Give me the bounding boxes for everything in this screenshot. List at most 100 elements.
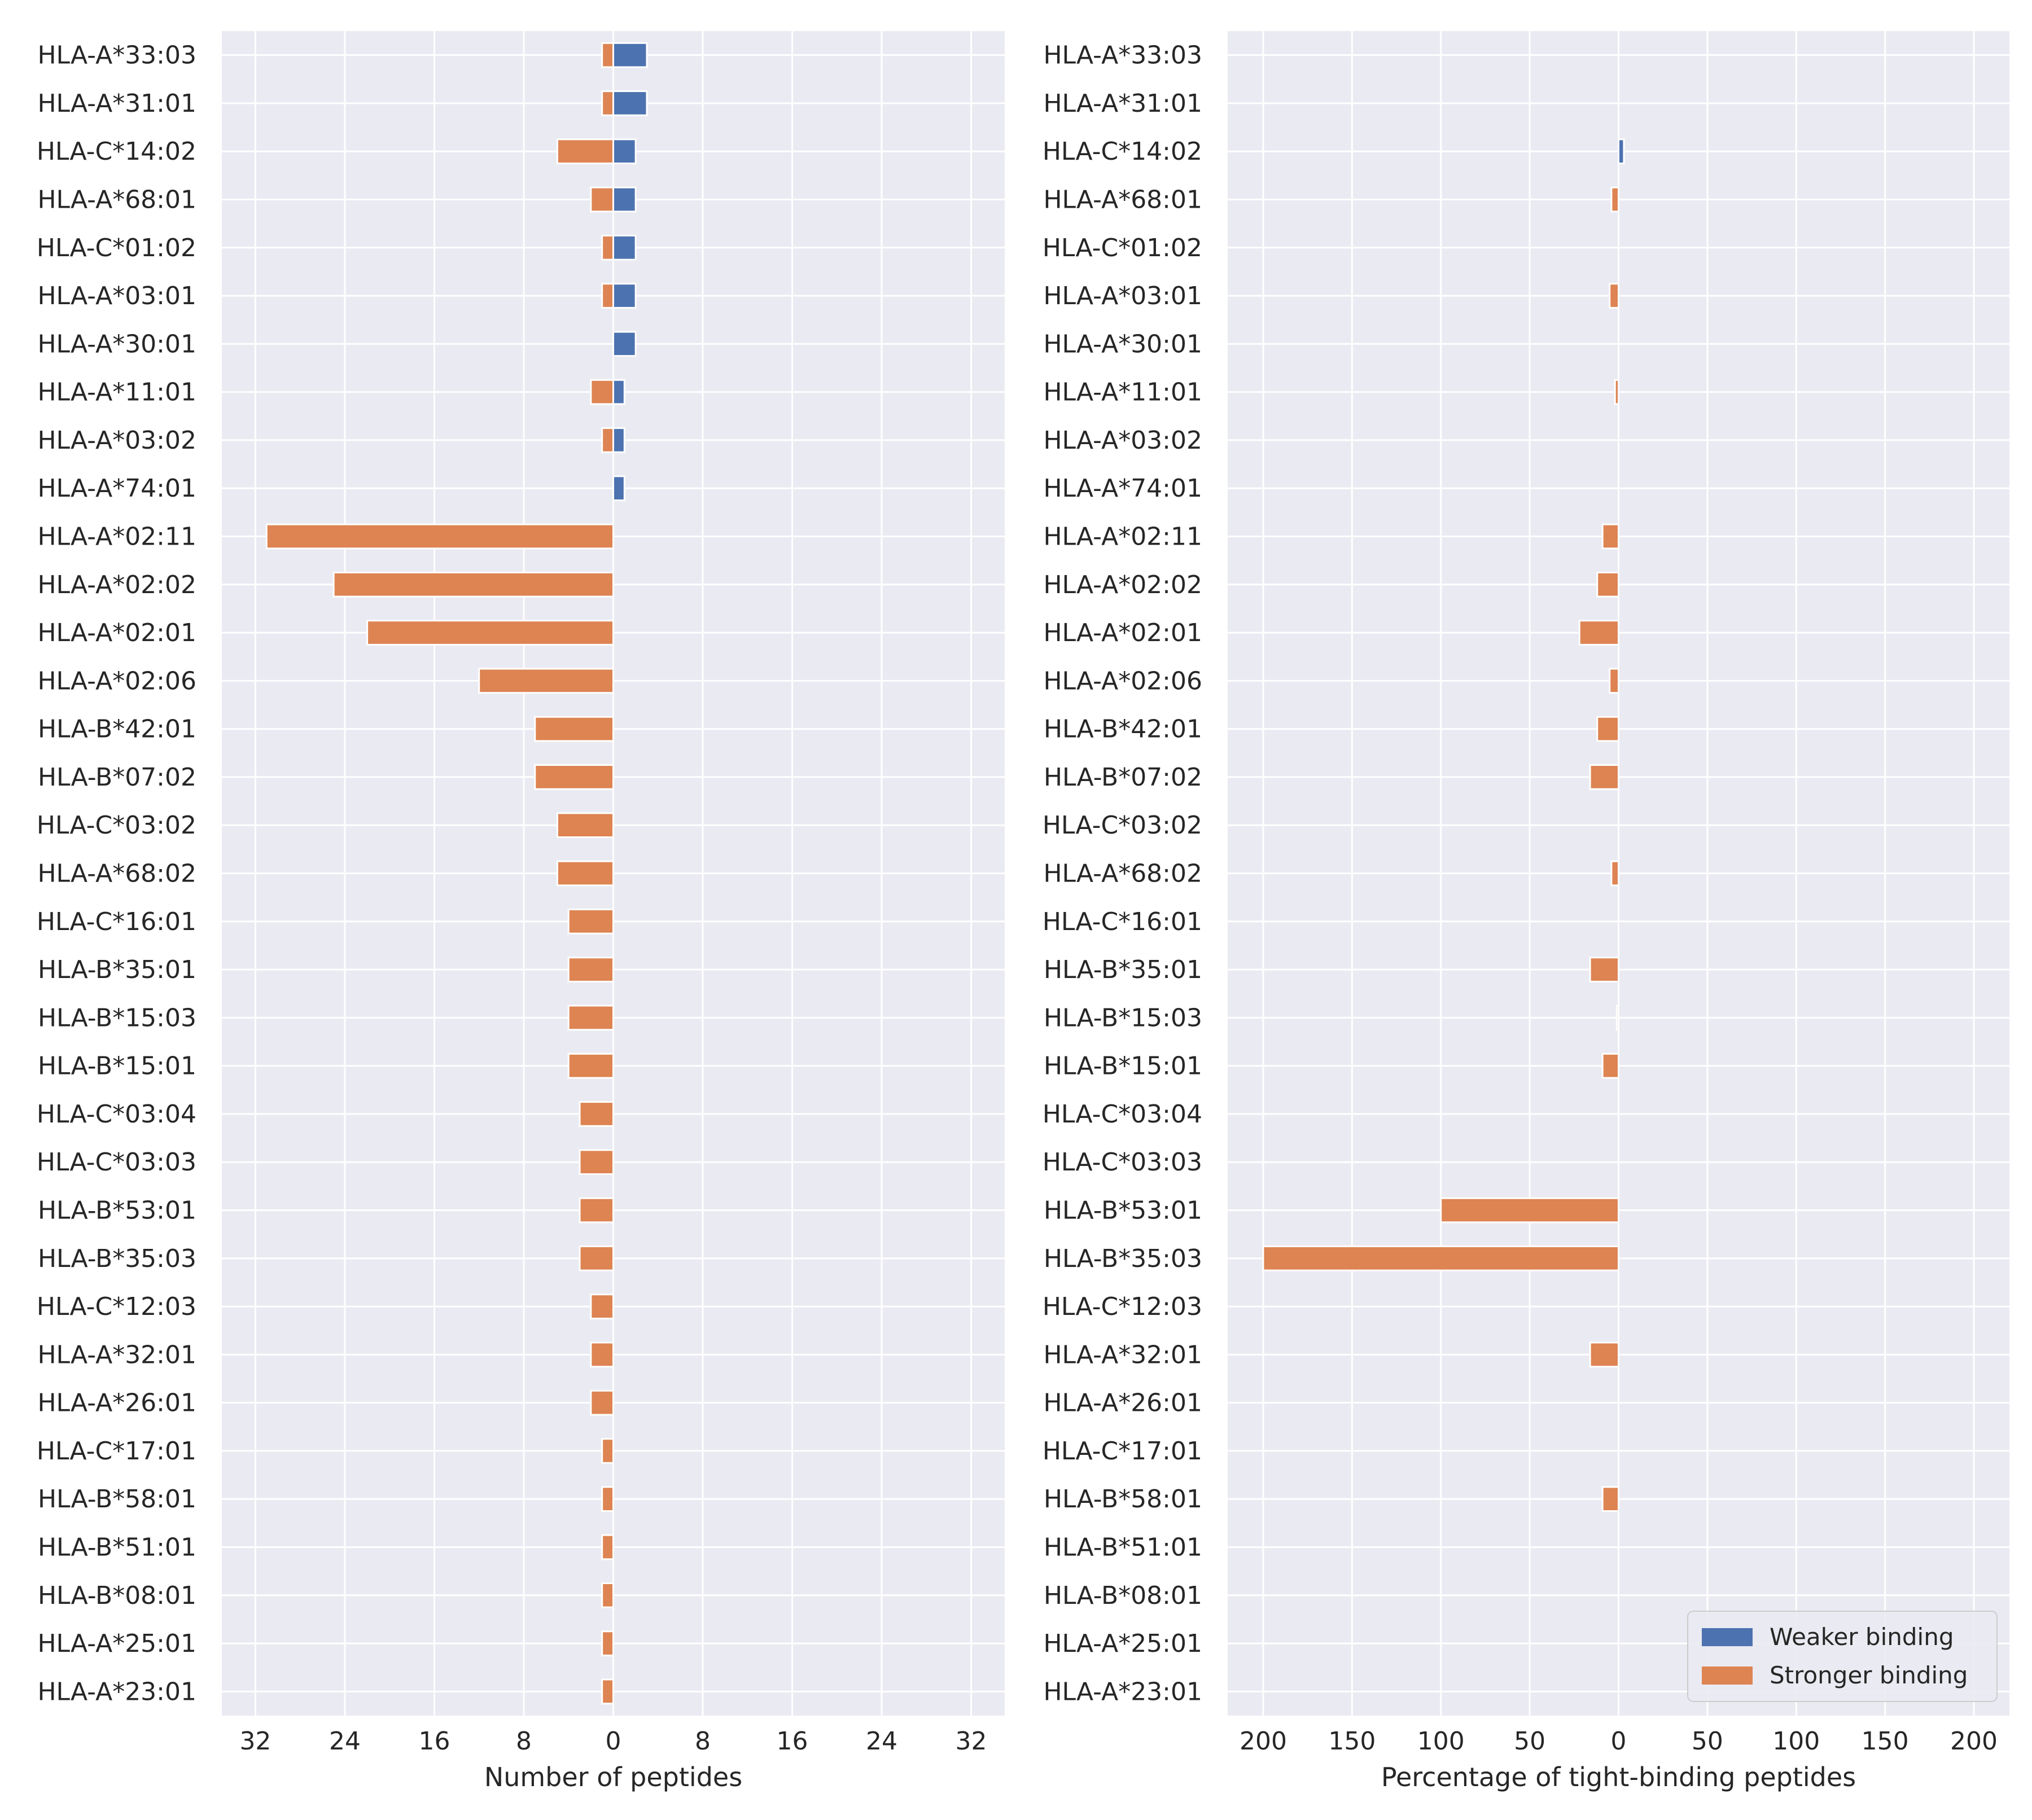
- x-tick-label: 150: [1328, 1727, 1376, 1756]
- category-label: HLA-B*07:02: [38, 763, 196, 792]
- category-label: HLA-C*03:02: [37, 811, 196, 840]
- bar-stronger-binding: [601, 234, 614, 261]
- bar-stronger-binding: [601, 427, 614, 453]
- category-label: HLA-A*31:01: [37, 89, 196, 118]
- bar-stronger-binding: [590, 1293, 615, 1319]
- bar-stronger-binding: [1615, 1005, 1620, 1031]
- category-label: HLA-A*68:01: [37, 186, 196, 214]
- bar-stronger-binding: [601, 283, 614, 309]
- category-label: HLA-A*33:03: [1043, 41, 1202, 70]
- bar-stronger-binding: [601, 1534, 614, 1560]
- category-label: HLA-A*02:06: [37, 666, 196, 695]
- panel-2: 200 150 100 50 0 50 100 150 200 HLA-A*33:03 HLA-A*…: [1043, 31, 2009, 1792]
- bar-stronger-binding: [601, 90, 614, 116]
- bar-weaker-binding: [612, 186, 637, 213]
- bar-stronger-binding: [1609, 283, 1620, 309]
- x-tick-label: 24: [329, 1727, 361, 1756]
- category-label: HLA-A*02:02: [1043, 571, 1202, 599]
- bar-stronger-binding: [590, 1389, 615, 1416]
- category-label: HLA-C*14:02: [37, 137, 196, 166]
- x-tick-label: 200: [1950, 1727, 1998, 1756]
- bar-stronger-binding: [1596, 716, 1620, 742]
- category-label: HLA-A*03:02: [1043, 426, 1202, 455]
- bar-weaker-binding: [612, 283, 637, 309]
- bar-stronger-binding: [567, 908, 614, 935]
- legend-frame: [1687, 1611, 1998, 1702]
- x-tick-label: 8: [516, 1727, 532, 1756]
- bar-stronger-binding: [1601, 523, 1619, 550]
- category-label: HLA-A*32:01: [1043, 1340, 1202, 1369]
- bar-weaker-binding: [612, 379, 625, 405]
- bar-stronger-binding: [601, 1630, 614, 1656]
- bar-stronger-binding: [579, 1149, 614, 1176]
- category-label: HLA-B*15:03: [1044, 1003, 1202, 1032]
- category-label: HLA-B*42:01: [1044, 715, 1202, 744]
- category-label: HLA-B*53:01: [38, 1196, 196, 1225]
- category-label: HLA-C*03:04: [1043, 1100, 1202, 1129]
- category-label: HLA-C*03:02: [1043, 811, 1202, 840]
- bar-stronger-binding: [601, 1438, 614, 1464]
- x-tick-label: 0: [606, 1727, 621, 1756]
- bar-stronger-binding: [579, 1197, 614, 1223]
- legend-label: Weaker binding: [1770, 1623, 1954, 1651]
- bar-stronger-binding: [1578, 620, 1619, 646]
- bar-stronger-binding: [567, 1005, 614, 1031]
- category-label: HLA-C*17:01: [1043, 1437, 1202, 1466]
- bar-stronger-binding: [366, 620, 614, 646]
- category-label: HLA-B*53:01: [1044, 1196, 1202, 1225]
- bar-stronger-binding: [1610, 186, 1620, 213]
- category-label: HLA-C*03:04: [37, 1100, 196, 1129]
- x-tick-label: 16: [777, 1727, 808, 1756]
- category-label: HLA-B*51:01: [1044, 1533, 1202, 1562]
- category-label: HLA-B*51:01: [38, 1533, 196, 1562]
- bar-stronger-binding: [1614, 379, 1620, 405]
- bar-stronger-binding: [534, 716, 614, 742]
- bar-stronger-binding: [332, 571, 615, 598]
- bar-weaker-binding: [612, 138, 637, 165]
- bar-stronger-binding: [567, 957, 614, 983]
- bar-stronger-binding: [556, 138, 615, 165]
- category-label: HLA-C*01:02: [1043, 234, 1202, 262]
- category-label: HLA-B*35:01: [38, 955, 196, 984]
- category-label: HLA-A*68:01: [1043, 186, 1202, 214]
- bar-stronger-binding: [590, 379, 615, 405]
- bar-stronger-binding: [556, 812, 615, 839]
- bar-stronger-binding: [556, 860, 615, 887]
- category-label: HLA-A*23:01: [1043, 1677, 1202, 1706]
- category-label: HLA-B*58:01: [38, 1485, 196, 1514]
- category-label: HLA-A*26:01: [1043, 1389, 1202, 1418]
- category-label: HLA-A*02:01: [37, 619, 196, 647]
- bar-stronger-binding: [1596, 571, 1620, 598]
- bar-weaker-binding: [612, 42, 648, 68]
- category-label: HLA-A*32:01: [37, 1340, 196, 1369]
- category-label: HLA-A*25:01: [1043, 1629, 1202, 1658]
- legend: Weaker binding Stronger binding: [1687, 1611, 1998, 1702]
- category-label: HLA-A*02:01: [1043, 619, 1202, 647]
- category-label: HLA-A*31:01: [1043, 89, 1202, 118]
- chart-panels: 32 24 16 8 0 8 16 24 32 HLA-A*33:03 HLA-A*31:01 HLA…: [37, 31, 2009, 1792]
- category-label: HLA-C*16:01: [37, 907, 196, 936]
- category-label: HLA-A*74:01: [1043, 474, 1202, 503]
- category-label: HLA-C*12:03: [37, 1292, 196, 1321]
- bar-stronger-binding: [534, 764, 614, 790]
- category-label: HLA-A*30:01: [1043, 330, 1202, 358]
- bar-stronger-binding: [1440, 1197, 1620, 1223]
- category-label: HLA-B*58:01: [1044, 1485, 1202, 1514]
- bar-stronger-binding: [590, 1341, 615, 1368]
- x-tick-label: 200: [1240, 1727, 1287, 1756]
- bar-stronger-binding: [1589, 764, 1620, 790]
- category-label: HLA-A*68:02: [1043, 859, 1202, 888]
- category-label: HLA-B*07:02: [1044, 763, 1202, 792]
- category-label: HLA-B*35:03: [1044, 1244, 1202, 1273]
- x-tick-label: 8: [695, 1727, 711, 1756]
- x-tick-label: 100: [1417, 1727, 1465, 1756]
- category-label: HLA-B*15:03: [38, 1003, 196, 1032]
- category-label: HLA-A*11:01: [1043, 378, 1202, 407]
- panel-1: 32 24 16 8 0 8 16 24 32 HLA-A*33:03 HLA-A*31:01 HLA…: [37, 31, 1005, 1792]
- category-label: HLA-A*03:01: [37, 282, 196, 310]
- bar-stronger-binding: [478, 668, 614, 694]
- category-label: HLA-A*03:01: [1043, 282, 1202, 310]
- bar-stronger-binding: [601, 1678, 614, 1705]
- category-label: HLA-A*33:03: [37, 41, 196, 70]
